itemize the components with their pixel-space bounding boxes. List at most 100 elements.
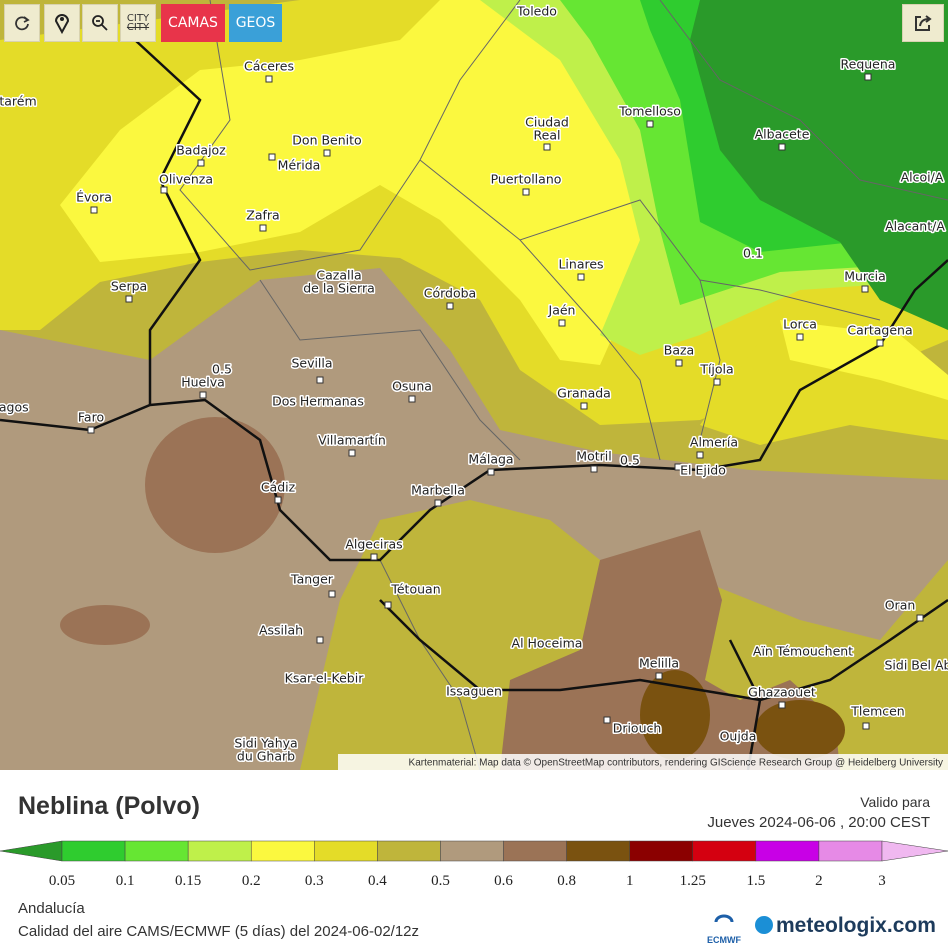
place-label: Sidi Bel Ab bbox=[885, 658, 949, 673]
reload-button[interactable] bbox=[4, 4, 40, 42]
place-dot bbox=[446, 302, 454, 310]
place-dot bbox=[778, 701, 786, 709]
place-label: Marbella bbox=[411, 483, 465, 498]
place-dot bbox=[675, 359, 683, 367]
place-label: Real bbox=[534, 128, 561, 143]
scale-tick-label: 1.25 bbox=[680, 873, 706, 889]
place-dot bbox=[87, 426, 95, 434]
city-label: CITY bbox=[126, 13, 150, 24]
place-label: Assilah bbox=[259, 623, 303, 638]
place-label: Lorca bbox=[783, 317, 817, 332]
legend: Neblina (Polvo) Valido para Jueves 2024-… bbox=[0, 792, 949, 945]
legend-title: Neblina (Polvo) bbox=[18, 792, 200, 820]
place-label: Ghazaouet bbox=[748, 685, 816, 700]
scale-segment bbox=[629, 840, 694, 862]
place-label: Almería bbox=[690, 435, 738, 450]
place-dot bbox=[265, 75, 273, 83]
place-label: Serpa bbox=[111, 279, 147, 294]
share-button[interactable] bbox=[902, 4, 944, 42]
scale-segment bbox=[566, 840, 630, 862]
place-dot bbox=[603, 716, 611, 724]
place-dot bbox=[590, 465, 598, 473]
place-label: El Ejido bbox=[680, 463, 726, 478]
scale-tick-label: 0.4 bbox=[368, 873, 387, 889]
place-dot bbox=[259, 224, 267, 232]
scale-segment bbox=[818, 840, 883, 862]
scale-tick-label: 0.1 bbox=[116, 873, 135, 889]
contour-label: 0.1 bbox=[743, 246, 763, 261]
place-dot bbox=[125, 295, 133, 303]
place-label: Oujda bbox=[720, 729, 757, 744]
place-dot bbox=[655, 672, 663, 680]
locate-button[interactable] bbox=[44, 4, 80, 42]
camas-button[interactable]: CAMAS bbox=[161, 4, 225, 42]
place-dot bbox=[316, 636, 324, 644]
dust-area bbox=[145, 417, 285, 553]
scale-segment bbox=[377, 840, 441, 862]
place-dot bbox=[580, 402, 588, 410]
place-label: tarém bbox=[0, 94, 37, 109]
place-dot bbox=[796, 333, 804, 341]
place-label: Huelva bbox=[181, 375, 225, 390]
place-dot bbox=[713, 378, 721, 386]
scale-tick-label: 0.5 bbox=[431, 873, 450, 889]
dust-area bbox=[755, 700, 845, 760]
place-dot bbox=[268, 153, 276, 161]
place-dot bbox=[434, 499, 442, 507]
dust-area bbox=[60, 0, 660, 365]
city-label-off: CITY bbox=[126, 22, 150, 33]
place-dot bbox=[558, 319, 566, 327]
place-dot bbox=[778, 143, 786, 151]
place-label: Tomelloso bbox=[618, 104, 681, 119]
place-dot bbox=[861, 285, 869, 293]
region: Andalucía bbox=[18, 900, 85, 917]
scale-tick-label: 1.5 bbox=[746, 873, 765, 889]
locate-icon bbox=[54, 14, 70, 34]
geos-button[interactable]: GEOS bbox=[229, 4, 282, 42]
place-label: Badajoz bbox=[176, 143, 226, 158]
admin-borders bbox=[179, 0, 948, 770]
place-dot bbox=[862, 722, 870, 730]
dust-area bbox=[640, 670, 710, 760]
place-label: Baza bbox=[664, 343, 694, 358]
place-label: Sidi Yahya bbox=[234, 736, 297, 751]
place-label: Cazalla bbox=[316, 268, 361, 283]
place-dot bbox=[916, 614, 924, 622]
source: Calidad del aire CAMS/ECMWF (5 días) del… bbox=[18, 923, 419, 940]
scale-segment bbox=[124, 840, 189, 862]
place-dot bbox=[328, 590, 336, 598]
valid-label: Valido para bbox=[860, 794, 930, 810]
place-label: Alacant/A bbox=[885, 219, 945, 234]
city-button[interactable]: CITY CITY bbox=[120, 4, 156, 42]
place-dot bbox=[160, 186, 168, 194]
place-label: Issaguen bbox=[446, 684, 502, 699]
brand: meteologix.com bbox=[776, 914, 936, 937]
place-label: Sevilla bbox=[291, 356, 332, 371]
attribution-bg bbox=[338, 754, 948, 770]
scale-segment bbox=[440, 840, 504, 862]
brand-logo bbox=[755, 916, 773, 934]
place-label: Ksar-el-Kebir bbox=[285, 671, 365, 686]
contour-label: 0.5 bbox=[620, 453, 640, 468]
scale-tick-label: 2 bbox=[815, 873, 823, 889]
place-label: Melilla bbox=[639, 656, 679, 671]
place-label: Cáceres bbox=[244, 59, 294, 74]
share-icon bbox=[915, 15, 932, 31]
place-label: Algeciras bbox=[345, 537, 402, 552]
scale-arrow-high bbox=[881, 840, 949, 862]
place-label: Zafra bbox=[246, 208, 279, 223]
zoom-button[interactable] bbox=[82, 4, 118, 42]
scale-tick-label: 3 bbox=[878, 873, 886, 889]
place-label: Málaga bbox=[468, 452, 513, 467]
place-label: Jaén bbox=[548, 303, 576, 318]
scale-segment bbox=[187, 840, 252, 862]
scale-segment bbox=[503, 840, 567, 862]
place-label: Puertollano bbox=[491, 172, 562, 187]
scale-segment bbox=[250, 840, 315, 862]
place-dot bbox=[384, 601, 392, 609]
dust-area bbox=[780, 320, 948, 400]
place-label: Granada bbox=[557, 386, 611, 401]
place-dot bbox=[197, 159, 205, 167]
